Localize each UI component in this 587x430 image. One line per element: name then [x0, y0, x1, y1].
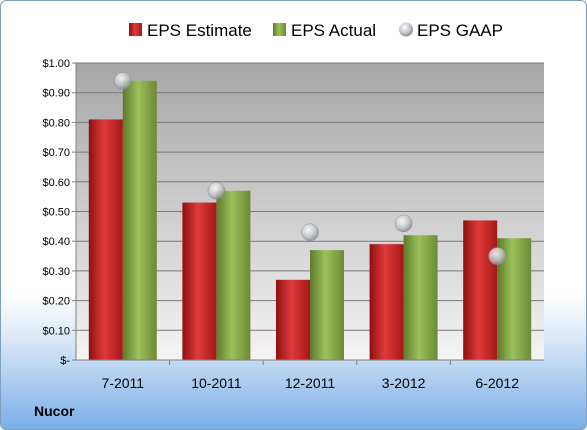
- bars: [88, 80, 532, 361]
- bar-eps-actual: [216, 190, 251, 360]
- point-eps-gaap: [488, 247, 506, 265]
- bar-eps-actual: [122, 80, 157, 360]
- legend-swatch-estimate: [129, 23, 142, 36]
- y-tick-label: $1.00: [42, 58, 70, 70]
- point-eps-gaap: [301, 223, 319, 242]
- x-tick-label: 12-2011: [285, 375, 336, 391]
- bar-eps-estimate: [88, 119, 123, 361]
- company-name: Nucor: [34, 403, 75, 419]
- legend-label-estimate: EPS Estimate: [147, 21, 252, 40]
- bar-eps-actual: [403, 235, 438, 360]
- y-tick-label: $0.90: [42, 88, 70, 100]
- y-tick-label: $0.30: [42, 266, 70, 278]
- x-axis: 7-2011 10-2011 12-2011 3-2012 6-2012: [76, 359, 544, 391]
- bar-eps-estimate: [369, 244, 404, 360]
- y-tick-label: $0.70: [42, 147, 70, 159]
- bar-eps-actual: [310, 250, 344, 360]
- y-tick-label: $0.20: [42, 296, 70, 308]
- x-tick-label: 10-2011: [191, 375, 242, 391]
- y-tick-label: $0.40: [42, 236, 70, 248]
- bar-eps-estimate: [463, 220, 498, 360]
- legend: EPS Estimate EPS Actual EPS GAAP: [129, 21, 503, 40]
- x-tick-label: 6-2012: [475, 375, 519, 391]
- y-tick-label: $-: [60, 355, 70, 367]
- y-tick-label: $0.80: [42, 117, 70, 129]
- y-tick-label: $0.60: [42, 177, 70, 189]
- x-tick-label: 3-2012: [382, 375, 426, 391]
- y-tick-label: $0.50: [42, 207, 70, 219]
- bar-eps-estimate: [276, 279, 310, 360]
- gaap-points: [114, 72, 506, 265]
- legend-swatch-gaap: [399, 22, 413, 37]
- y-tick-label: $0.10: [42, 325, 70, 337]
- point-eps-gaap: [207, 181, 226, 200]
- legend-label-actual: EPS Actual: [291, 21, 376, 40]
- y-axis: $- $0.10 $0.20 $0.30 $0.40 $0.50 $0.60 $0.70 $0.…: [42, 58, 77, 367]
- legend-label-gaap: EPS GAAP: [417, 21, 503, 40]
- legend-swatch-actual: [273, 23, 286, 36]
- point-eps-gaap: [114, 72, 132, 90]
- bar-eps-estimate: [182, 202, 217, 360]
- x-tick-label: 7-2011: [102, 375, 145, 391]
- point-eps-gaap: [394, 214, 413, 233]
